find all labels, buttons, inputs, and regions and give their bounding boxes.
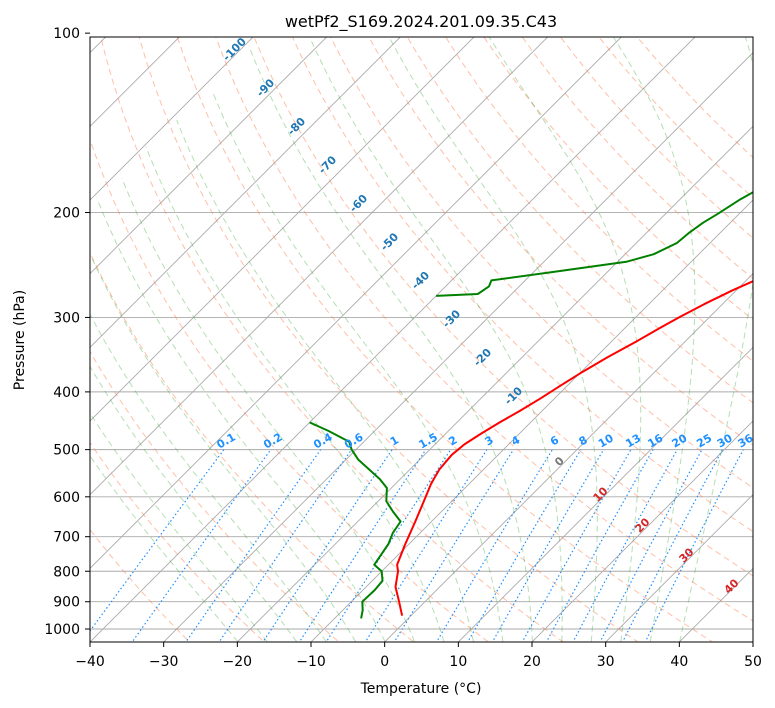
y-axis-label: Pressure (hPa): [12, 290, 28, 390]
isotherm-line: [457, 346, 753, 642]
dry-adiabat-line: [100, 37, 565, 642]
y-tick-label: 500: [53, 443, 80, 459]
temperature-line: [394, 280, 753, 616]
dry-adiabat-line: [445, 37, 753, 362]
mixing-ratio-line: [521, 449, 632, 642]
mixing-ratio-line: [364, 449, 488, 642]
chart-title: wetPf2_S169.2024.201.09.35.C43: [285, 12, 557, 32]
moist-adiabat-line: [176, 120, 474, 642]
moist-adiabat-line: [309, 37, 563, 642]
moist-adiabat-line: [145, 146, 445, 642]
moist-adiabat-line: [90, 313, 327, 642]
y-tick-label: 600: [53, 490, 80, 506]
moist-adiabat-line: [612, 37, 696, 642]
x-tick-label: −10: [296, 654, 326, 670]
moist-adiabat-line: [388, 37, 598, 642]
moist-adiabat-line: [90, 412, 268, 642]
y-tick-label: 800: [53, 564, 80, 580]
isotherm-line: [90, 37, 180, 127]
grid-layer: [90, 37, 753, 642]
y-tick-label: 1000: [44, 622, 80, 638]
dry-adiabat-line: [215, 37, 753, 622]
axis-layer: −40 −30 −20 −10 0 10 20 30 40 50 1000 900 800 700 600 5…: [44, 26, 762, 670]
y-tick-label: 700: [53, 530, 80, 546]
isotherm-line: [90, 37, 549, 496]
isotherm-line: [236, 125, 753, 642]
y-tick-label: 900: [53, 595, 80, 611]
x-tick-label: 0: [380, 654, 389, 670]
isotherm-line: [310, 199, 753, 642]
isotherm-line: [605, 494, 753, 642]
isotherm-line: [90, 37, 401, 348]
dry-adiabat-line: [90, 251, 415, 642]
x-tick-label: 30: [597, 654, 615, 670]
dewpoint-line: [309, 421, 402, 619]
isotherm-line: [90, 37, 328, 275]
mixing-ratio-line: [262, 449, 393, 642]
y-tick-label: 200: [53, 206, 80, 222]
mixing-ratio-line: [185, 449, 322, 642]
y-tick-label: 400: [53, 385, 80, 401]
moist-adiabat-line: [211, 90, 504, 642]
plot-frame: [89, 36, 754, 643]
moist-adiabat-line: [121, 177, 415, 642]
y-tick-label: 100: [53, 26, 80, 42]
moist-adiabat-line: [90, 365, 298, 642]
isotherm-line: [90, 37, 696, 642]
moist-adiabat-line: [488, 37, 642, 642]
mixing-ratio-line: [131, 449, 272, 642]
dry-adiabat-line: [90, 137, 490, 642]
x-tick-label: −20: [223, 654, 253, 670]
mixing-ratio-line: [298, 449, 427, 642]
dry-adiabat-line: [90, 441, 266, 642]
mixing-ratio-line: [491, 449, 605, 642]
mixing-ratio-line: [572, 449, 678, 642]
x-axis-label: Temperature (°C): [360, 681, 482, 697]
isotherm-line: [90, 37, 254, 201]
dry-adiabat-line: [253, 37, 753, 577]
dry-adiabat-line: [330, 37, 753, 489]
series-layer: [309, 191, 753, 619]
dry-adiabat-line: [138, 37, 639, 642]
x-tick-label: 10: [449, 654, 467, 670]
mixing-ratio-line: [466, 449, 582, 642]
dry-adiabat-line: [636, 37, 753, 159]
x-tick-label: 40: [670, 654, 688, 670]
isotherm-line: [531, 420, 753, 642]
moist-adiabat-line: [90, 252, 357, 642]
isotherm-line: [163, 52, 753, 642]
y-tick-label: 300: [53, 310, 80, 326]
isotherm-line: [384, 273, 753, 642]
x-tick-label: 20: [523, 654, 541, 670]
mixing-ratio-line: [599, 449, 703, 642]
dry-adiabat-line: [176, 37, 714, 642]
isotherm-line: [90, 37, 475, 422]
moist-adiabat-line: [96, 199, 386, 642]
moist-adiabat-line: [90, 454, 239, 642]
dry-adiabat-line: [483, 37, 753, 321]
dry-adiabat-line: [291, 37, 753, 533]
x-tick-label: −30: [149, 654, 179, 670]
moist-adiabat-line: [679, 37, 753, 642]
dewpoint_upper-line: [436, 191, 753, 297]
mixing-ratio-line: [218, 449, 353, 642]
mixing-ratio-line: [545, 449, 654, 642]
x-tick-label: 50: [744, 654, 762, 670]
x-tick-label: −40: [75, 654, 105, 670]
isotherm-line: [90, 37, 622, 569]
moist-adiabat-line: [248, 45, 533, 642]
